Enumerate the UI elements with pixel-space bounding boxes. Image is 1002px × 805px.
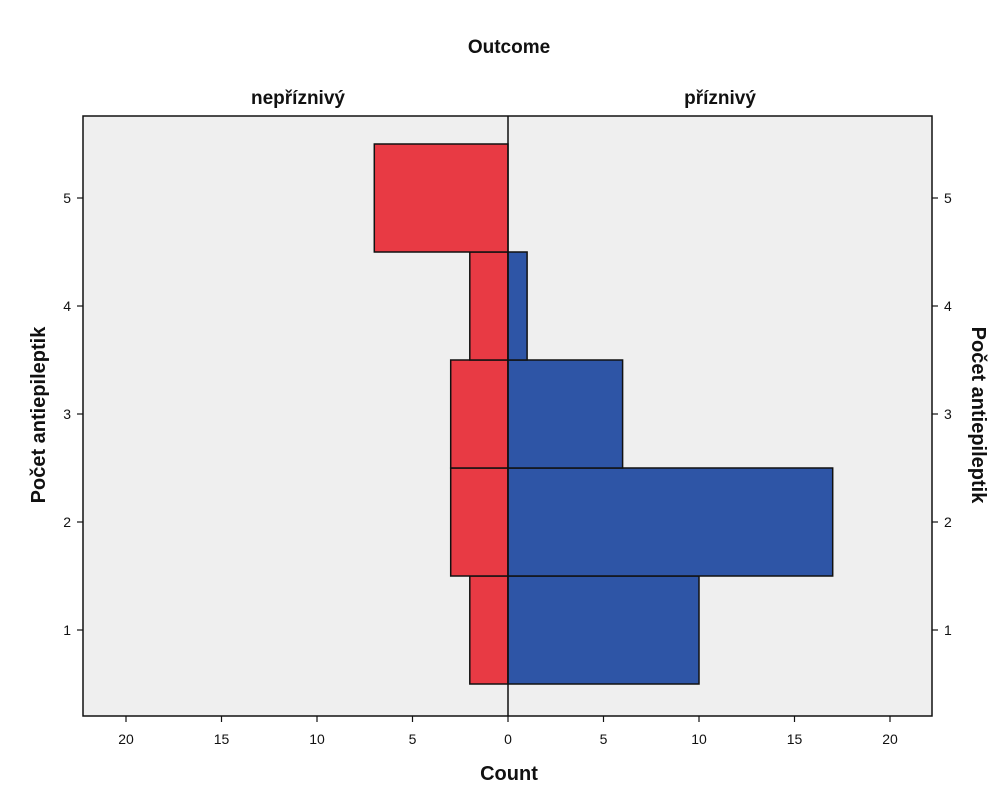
y-tick-label-right-4: 4 (944, 298, 952, 314)
y-axis-title-right: Počet antiepileptik (967, 327, 989, 505)
y-tick-label-right-5: 5 (944, 190, 952, 206)
bar-right-1 (507, 575, 700, 685)
bar-right-2 (507, 467, 834, 577)
y-tick-label-left-1: 1 (63, 622, 71, 638)
bar-right-3 (507, 359, 624, 469)
y-tick-label-right-1: 1 (944, 622, 952, 638)
y-tick-label-right-2: 2 (944, 514, 952, 530)
bar-left-1 (469, 575, 509, 685)
y-tick-label-left-3: 3 (63, 406, 71, 422)
bar-left-3 (449, 359, 509, 469)
chart-title: Outcome (468, 37, 550, 58)
y-tick-label-left-5: 5 (63, 190, 71, 206)
panel-label-left: nepříznivý (251, 88, 345, 109)
x-tick-label-6: 10 (691, 731, 707, 747)
x-axis-title: Count (480, 763, 538, 785)
bar-right-4 (507, 251, 528, 361)
x-tick-label-4: 0 (504, 731, 512, 747)
bar-left-4 (469, 251, 509, 361)
bar-left-2 (449, 467, 509, 577)
x-tick-label-2: 10 (309, 731, 325, 747)
y-tick-label-left-2: 2 (63, 514, 71, 530)
y-axis-title-left: Počet antiepileptik (28, 326, 50, 504)
x-tick-label-0: 20 (118, 731, 134, 747)
bar-left-5 (373, 143, 509, 253)
x-tick-label-8: 20 (882, 731, 898, 747)
x-tick-label-3: 5 (409, 731, 417, 747)
x-tick-label-7: 15 (787, 731, 803, 747)
panel-label-right: příznivý (684, 88, 756, 109)
y-tick-label-left-4: 4 (63, 298, 71, 314)
x-tick-label-5: 5 (600, 731, 608, 747)
y-tick-label-right-3: 3 (944, 406, 952, 422)
x-tick-label-1: 15 (214, 731, 230, 747)
